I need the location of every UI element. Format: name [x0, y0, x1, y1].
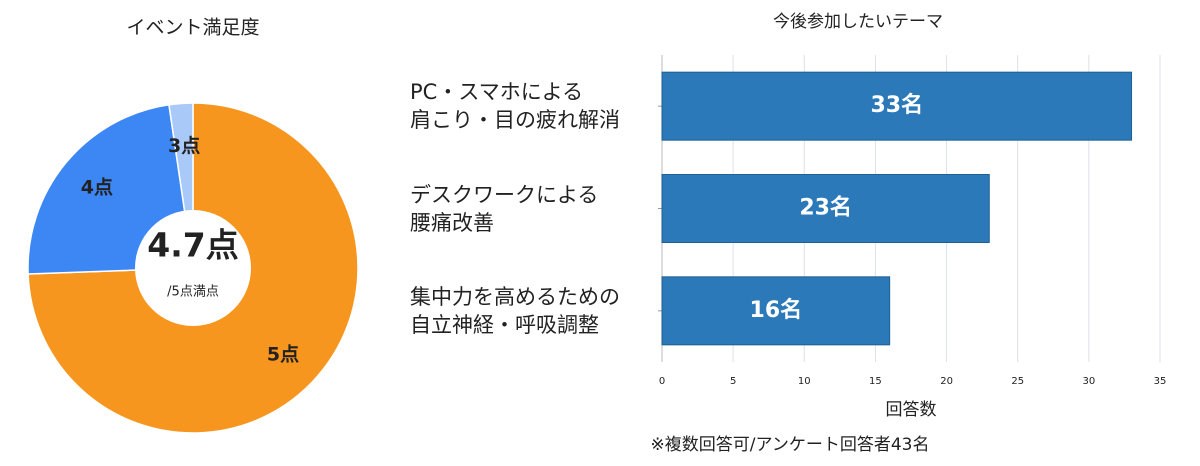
x-tick-label: 10: [798, 376, 811, 387]
donut-hole: [135, 210, 251, 326]
pie-title: イベント満足度: [126, 17, 259, 39]
bar: [661, 174, 990, 243]
bar: [661, 276, 891, 346]
center-sublabel: /5点満点: [167, 285, 219, 300]
x-tick-label: 5: [730, 376, 736, 387]
note: ※複数回答可/アンケート回答者43名: [651, 435, 930, 455]
slice-label: 3点: [168, 135, 200, 157]
x-tick-label: 0: [659, 376, 665, 387]
bar: [661, 71, 1133, 141]
slice-label: 5点: [267, 343, 299, 365]
x-tick-label: 35: [1154, 376, 1167, 387]
x-tick-label: 30: [1082, 376, 1095, 387]
category-label: PC・スマホによる 肩こり・目の疲れ解消: [410, 80, 620, 133]
x-tick-label: 25: [1011, 376, 1024, 387]
value-label: 33名: [870, 92, 923, 118]
center-label: 4.7点: [147, 226, 238, 265]
x-tick-label: 20: [940, 376, 953, 387]
value-label: 23名: [799, 195, 852, 221]
x-axis-label: 回答数: [886, 400, 937, 420]
value-label: 16名: [750, 297, 803, 323]
category-label: 集中力を高めるための 自立神経・呼吸調整: [410, 284, 620, 337]
slice-label: 4点: [81, 177, 113, 199]
x-tick-label: 15: [869, 376, 882, 387]
bar-title: 今後参加したいテーマ: [773, 12, 943, 32]
category-label: デスクワークによる 腰痛改善: [410, 182, 599, 235]
